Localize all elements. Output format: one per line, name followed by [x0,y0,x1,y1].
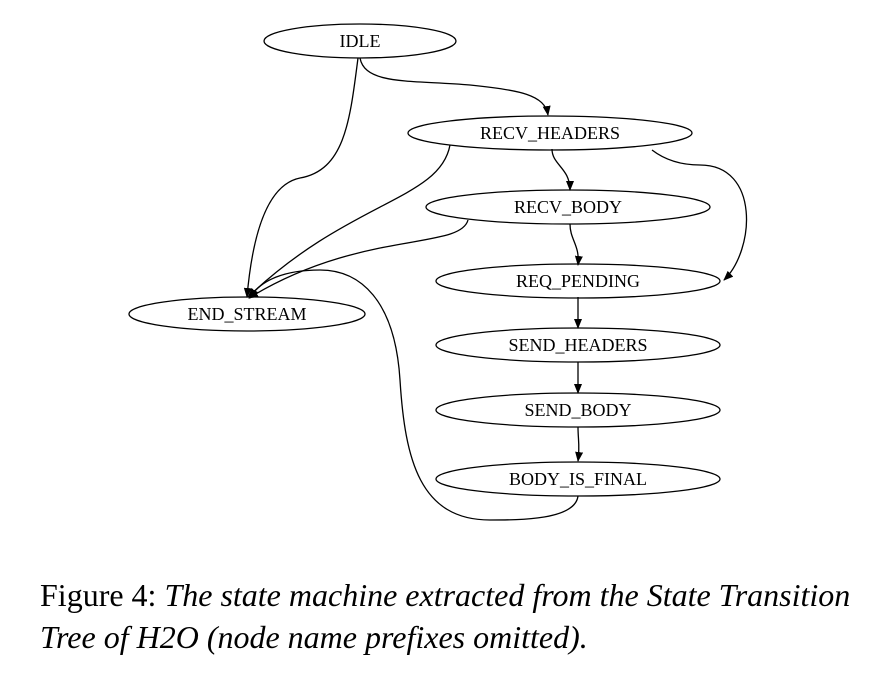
node-send-body: SEND_BODY [435,392,721,428]
edge-recv-body-to-end-stream [248,219,469,299]
edge-idle-to-recv-headers [359,57,551,116]
node-send-headers: SEND_HEADERS [435,327,721,363]
node-body-is-final: BODY_IS_FINAL [435,461,721,497]
edge-send-body-to-body-is-final [575,426,584,462]
figure-caption: Figure 4: The state machine extracted fr… [40,574,860,658]
node-idle-label: IDLE [340,31,381,51]
node-recv-body-label: RECV_BODY [514,197,622,217]
node-send-body-label: SEND_BODY [524,400,631,420]
node-recv-headers: RECV_HEADERS [407,115,693,151]
edge-recv-headers-to-req-pending [651,149,748,281]
edge-recv-headers-to-recv-body [551,148,574,191]
figure-label: Figure 4: [40,577,157,613]
edge-idle-to-end-stream [243,57,359,298]
node-send-headers-label: SEND_HEADERS [508,335,647,355]
node-idle: IDLE [263,23,457,59]
node-req-pending-label: REQ_PENDING [516,271,640,291]
node-req-pending: REQ_PENDING [435,263,721,299]
edge-recv-headers-to-end-stream [247,144,451,298]
node-end-stream-label: END_STREAM [187,304,306,324]
node-body-is-final-label: BODY_IS_FINAL [509,469,647,489]
node-end-stream: END_STREAM [128,296,366,332]
figure-caption-text: The state machine extracted from the Sta… [40,577,851,655]
edge-body-is-final-to-end-stream [249,269,579,521]
node-recv-headers-label: RECV_HEADERS [480,123,620,143]
state-machine-diagram: IDLE RECV_HEADERS RECV_BODY REQ_PENDING … [128,23,748,521]
node-recv-body: RECV_BODY [425,189,711,225]
edge-recv-body-to-req-pending [569,223,583,266]
